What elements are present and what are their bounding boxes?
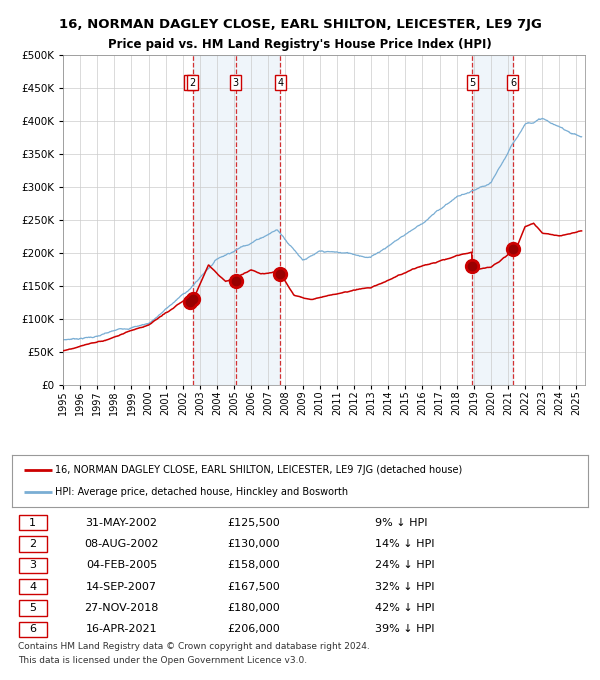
Bar — [193, 55, 280, 385]
Text: 5: 5 — [29, 603, 36, 613]
FancyBboxPatch shape — [19, 622, 47, 637]
Text: 6: 6 — [29, 624, 36, 634]
Text: 14-SEP-2007: 14-SEP-2007 — [86, 581, 157, 592]
Text: 24% ↓ HPI: 24% ↓ HPI — [375, 560, 434, 571]
Text: 1: 1 — [29, 517, 36, 528]
Text: 32% ↓ HPI: 32% ↓ HPI — [375, 581, 434, 592]
Text: £180,000: £180,000 — [227, 603, 280, 613]
Text: 08-AUG-2002: 08-AUG-2002 — [84, 539, 158, 549]
Text: 2: 2 — [190, 78, 196, 88]
Text: Price paid vs. HM Land Registry's House Price Index (HPI): Price paid vs. HM Land Registry's House … — [108, 38, 492, 51]
Text: 4: 4 — [29, 581, 36, 592]
Text: 3: 3 — [29, 560, 36, 571]
Text: 39% ↓ HPI: 39% ↓ HPI — [375, 624, 434, 634]
Text: 31-MAY-2002: 31-MAY-2002 — [85, 517, 157, 528]
Text: £167,500: £167,500 — [227, 581, 280, 592]
Text: 27-NOV-2018: 27-NOV-2018 — [84, 603, 158, 613]
Text: 5: 5 — [469, 78, 475, 88]
Text: 16, NORMAN DAGLEY CLOSE, EARL SHILTON, LEICESTER, LE9 7JG (detached house): 16, NORMAN DAGLEY CLOSE, EARL SHILTON, L… — [55, 464, 463, 475]
Text: 2: 2 — [29, 539, 36, 549]
FancyBboxPatch shape — [19, 537, 47, 551]
Text: 3: 3 — [233, 78, 239, 88]
Text: 9% ↓ HPI: 9% ↓ HPI — [375, 517, 427, 528]
FancyBboxPatch shape — [19, 600, 47, 615]
Text: 04-FEB-2005: 04-FEB-2005 — [86, 560, 157, 571]
Bar — [472, 55, 513, 385]
Text: HPI: Average price, detached house, Hinckley and Bosworth: HPI: Average price, detached house, Hinc… — [55, 488, 349, 498]
Text: 1: 1 — [187, 78, 193, 88]
Text: 4: 4 — [277, 78, 284, 88]
FancyBboxPatch shape — [19, 515, 47, 530]
Text: £158,000: £158,000 — [227, 560, 280, 571]
Text: Contains HM Land Registry data © Crown copyright and database right 2024.: Contains HM Land Registry data © Crown c… — [18, 642, 370, 651]
Text: £125,500: £125,500 — [227, 517, 280, 528]
Text: This data is licensed under the Open Government Licence v3.0.: This data is licensed under the Open Gov… — [18, 656, 307, 665]
FancyBboxPatch shape — [19, 558, 47, 573]
Text: 16, NORMAN DAGLEY CLOSE, EARL SHILTON, LEICESTER, LE9 7JG: 16, NORMAN DAGLEY CLOSE, EARL SHILTON, L… — [59, 18, 541, 31]
Text: 42% ↓ HPI: 42% ↓ HPI — [375, 603, 434, 613]
Text: £130,000: £130,000 — [227, 539, 280, 549]
Text: 16-APR-2021: 16-APR-2021 — [86, 624, 157, 634]
Text: 6: 6 — [510, 78, 516, 88]
Text: 14% ↓ HPI: 14% ↓ HPI — [375, 539, 434, 549]
Text: £206,000: £206,000 — [227, 624, 280, 634]
FancyBboxPatch shape — [19, 579, 47, 594]
